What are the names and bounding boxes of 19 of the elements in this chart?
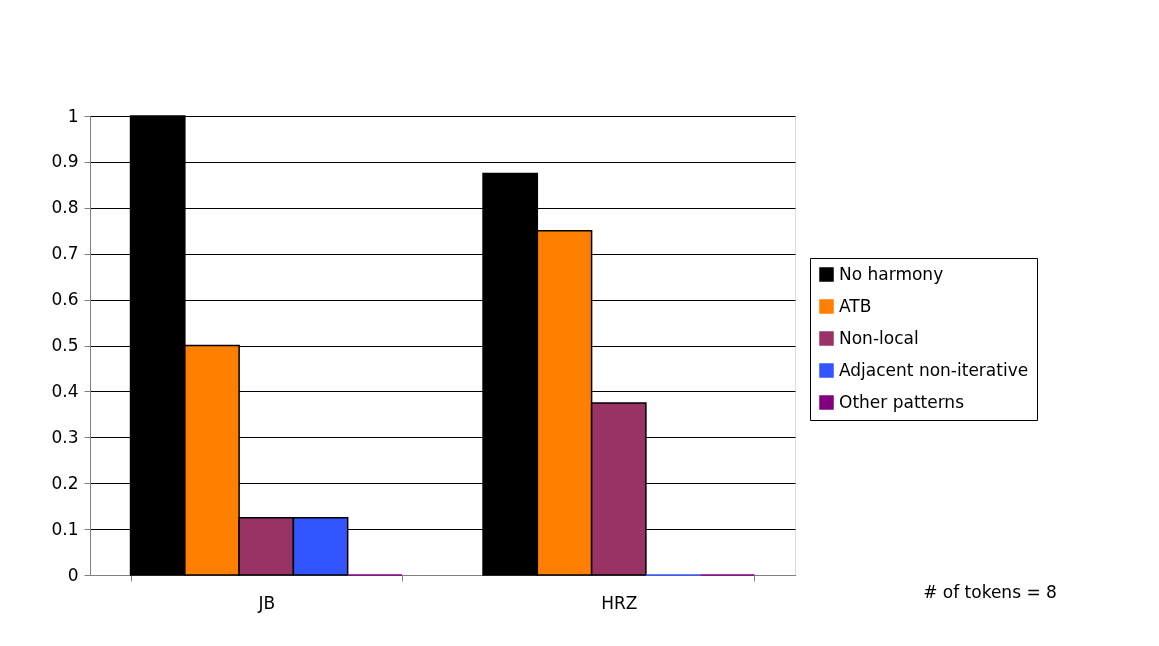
- y-tick-label: 0.5: [51, 335, 79, 355]
- x-tick-label: JB: [257, 592, 276, 613]
- x-tick-label: HRZ: [601, 592, 638, 613]
- y-tick-label: 0.2: [51, 472, 79, 493]
- y-tick-label: 0.9: [51, 151, 79, 172]
- text: # of tokens = 8: [923, 582, 1057, 602]
- legend-label: No harmony: [839, 263, 944, 284]
- legend-label: ATB: [839, 295, 872, 316]
- y-tick-label: 0.6: [51, 289, 79, 310]
- y-tick-label: 0.7: [51, 243, 79, 264]
- y-tick-label: 0.4: [51, 380, 79, 401]
- y-tick-label: 0: [67, 564, 79, 585]
- legend-label: Non-local: [839, 327, 919, 348]
- legend-label: Other patterns: [839, 391, 965, 412]
- legend-label: Adjacent non-iterative: [839, 359, 1029, 380]
- y-tick-label: 0.8: [51, 197, 79, 218]
- y-tick-label: 0.1: [51, 518, 79, 539]
- y-tick-label: 0.3: [51, 426, 79, 447]
- y-tick-label: 1: [67, 105, 79, 126]
